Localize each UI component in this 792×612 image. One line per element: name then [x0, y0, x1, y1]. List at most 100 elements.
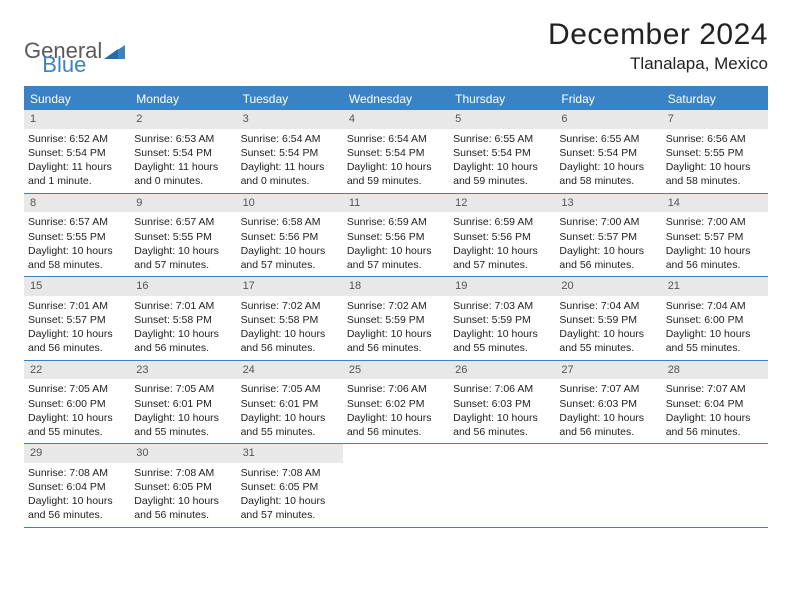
day-number: 24 [237, 361, 343, 380]
day-cell: 27Sunrise: 7:07 AMSunset: 6:03 PMDayligh… [555, 361, 661, 444]
daylight-line: Daylight: 10 hours and 57 minutes. [241, 494, 339, 522]
day-number: 4 [343, 110, 449, 129]
day-body: Sunrise: 7:08 AMSunset: 6:05 PMDaylight:… [130, 463, 236, 527]
daylight-line: Daylight: 10 hours and 56 minutes. [559, 244, 657, 272]
calendar: Sunday Monday Tuesday Wednesday Thursday… [24, 86, 768, 528]
day-number: 19 [449, 277, 555, 296]
sunset-line: Sunset: 6:05 PM [134, 480, 232, 494]
sunrise-line: Sunrise: 7:04 AM [559, 299, 657, 313]
day-body: Sunrise: 7:06 AMSunset: 6:02 PMDaylight:… [343, 379, 449, 443]
sunrise-line: Sunrise: 6:59 AM [453, 215, 551, 229]
sunrise-line: Sunrise: 7:05 AM [241, 382, 339, 396]
sunset-line: Sunset: 5:57 PM [559, 230, 657, 244]
sunset-line: Sunset: 5:56 PM [453, 230, 551, 244]
day-body: Sunrise: 7:05 AMSunset: 6:01 PMDaylight:… [130, 379, 236, 443]
day-number: 27 [555, 361, 661, 380]
sunrise-line: Sunrise: 7:07 AM [559, 382, 657, 396]
day-number: 17 [237, 277, 343, 296]
sunrise-line: Sunrise: 7:01 AM [134, 299, 232, 313]
sunrise-line: Sunrise: 7:05 AM [28, 382, 126, 396]
day-number: 12 [449, 194, 555, 213]
day-cell: 3Sunrise: 6:54 AMSunset: 5:54 PMDaylight… [237, 110, 343, 193]
daylight-line: Daylight: 11 hours and 0 minutes. [134, 160, 232, 188]
day-body: Sunrise: 6:52 AMSunset: 5:54 PMDaylight:… [24, 129, 130, 193]
day-number: 1 [24, 110, 130, 129]
day-cell: 11Sunrise: 6:59 AMSunset: 5:56 PMDayligh… [343, 194, 449, 277]
daylight-line: Daylight: 11 hours and 0 minutes. [241, 160, 339, 188]
day-body: Sunrise: 7:08 AMSunset: 6:05 PMDaylight:… [237, 463, 343, 527]
day-cell: 28Sunrise: 7:07 AMSunset: 6:04 PMDayligh… [662, 361, 768, 444]
sunset-line: Sunset: 5:56 PM [241, 230, 339, 244]
day-number: 20 [555, 277, 661, 296]
day-number: 10 [237, 194, 343, 213]
day-cell [662, 444, 768, 527]
daylight-line: Daylight: 10 hours and 56 minutes. [453, 411, 551, 439]
day-body: Sunrise: 7:07 AMSunset: 6:03 PMDaylight:… [555, 379, 661, 443]
sunset-line: Sunset: 5:59 PM [347, 313, 445, 327]
daylight-line: Daylight: 10 hours and 57 minutes. [453, 244, 551, 272]
day-cell: 10Sunrise: 6:58 AMSunset: 5:56 PMDayligh… [237, 194, 343, 277]
day-cell: 9Sunrise: 6:57 AMSunset: 5:55 PMDaylight… [130, 194, 236, 277]
header: General Blue December 2024 Tlanalapa, Me… [24, 18, 768, 78]
daylight-line: Daylight: 10 hours and 58 minutes. [559, 160, 657, 188]
day-cell: 6Sunrise: 6:55 AMSunset: 5:54 PMDaylight… [555, 110, 661, 193]
sunset-line: Sunset: 5:59 PM [559, 313, 657, 327]
sunset-line: Sunset: 5:54 PM [28, 146, 126, 160]
day-body: Sunrise: 7:02 AMSunset: 5:58 PMDaylight:… [237, 296, 343, 360]
sunrise-line: Sunrise: 6:59 AM [347, 215, 445, 229]
sunrise-line: Sunrise: 6:54 AM [241, 132, 339, 146]
day-number: 21 [662, 277, 768, 296]
daylight-line: Daylight: 10 hours and 56 minutes. [241, 327, 339, 355]
daylight-line: Daylight: 10 hours and 56 minutes. [347, 327, 445, 355]
weekday-header: Wednesday [343, 88, 449, 110]
day-body: Sunrise: 7:01 AMSunset: 5:57 PMDaylight:… [24, 296, 130, 360]
day-body: Sunrise: 6:59 AMSunset: 5:56 PMDaylight:… [343, 212, 449, 276]
daylight-line: Daylight: 10 hours and 55 minutes. [241, 411, 339, 439]
day-cell [343, 444, 449, 527]
day-body: Sunrise: 6:58 AMSunset: 5:56 PMDaylight:… [237, 212, 343, 276]
daylight-line: Daylight: 10 hours and 59 minutes. [453, 160, 551, 188]
day-cell: 8Sunrise: 6:57 AMSunset: 5:55 PMDaylight… [24, 194, 130, 277]
daylight-line: Daylight: 10 hours and 56 minutes. [28, 494, 126, 522]
day-cell: 2Sunrise: 6:53 AMSunset: 5:54 PMDaylight… [130, 110, 236, 193]
daylight-line: Daylight: 10 hours and 56 minutes. [28, 327, 126, 355]
sunrise-line: Sunrise: 6:55 AM [559, 132, 657, 146]
day-cell [449, 444, 555, 527]
weekday-header: Tuesday [237, 88, 343, 110]
daylight-line: Daylight: 10 hours and 57 minutes. [134, 244, 232, 272]
weeks-container: 1Sunrise: 6:52 AMSunset: 5:54 PMDaylight… [24, 110, 768, 528]
sunrise-line: Sunrise: 7:02 AM [241, 299, 339, 313]
sunset-line: Sunset: 5:54 PM [347, 146, 445, 160]
day-number: 23 [130, 361, 236, 380]
day-cell: 19Sunrise: 7:03 AMSunset: 5:59 PMDayligh… [449, 277, 555, 360]
daylight-line: Daylight: 10 hours and 57 minutes. [347, 244, 445, 272]
sunset-line: Sunset: 5:55 PM [666, 146, 764, 160]
day-number: 3 [237, 110, 343, 129]
day-cell: 31Sunrise: 7:08 AMSunset: 6:05 PMDayligh… [237, 444, 343, 527]
day-cell: 25Sunrise: 7:06 AMSunset: 6:02 PMDayligh… [343, 361, 449, 444]
day-body: Sunrise: 7:08 AMSunset: 6:04 PMDaylight:… [24, 463, 130, 527]
sunset-line: Sunset: 6:01 PM [134, 397, 232, 411]
sunset-line: Sunset: 6:02 PM [347, 397, 445, 411]
day-number: 5 [449, 110, 555, 129]
day-cell: 26Sunrise: 7:06 AMSunset: 6:03 PMDayligh… [449, 361, 555, 444]
daylight-line: Daylight: 10 hours and 56 minutes. [134, 494, 232, 522]
day-body: Sunrise: 6:55 AMSunset: 5:54 PMDaylight:… [555, 129, 661, 193]
day-cell: 14Sunrise: 7:00 AMSunset: 5:57 PMDayligh… [662, 194, 768, 277]
sunset-line: Sunset: 5:55 PM [28, 230, 126, 244]
day-body: Sunrise: 6:56 AMSunset: 5:55 PMDaylight:… [662, 129, 768, 193]
weekday-header: Thursday [449, 88, 555, 110]
sunset-line: Sunset: 5:58 PM [241, 313, 339, 327]
day-number: 8 [24, 194, 130, 213]
sunrise-line: Sunrise: 6:52 AM [28, 132, 126, 146]
weekday-header: Friday [555, 88, 661, 110]
day-body: Sunrise: 7:00 AMSunset: 5:57 PMDaylight:… [555, 212, 661, 276]
daylight-line: Daylight: 10 hours and 55 minutes. [666, 327, 764, 355]
sunset-line: Sunset: 6:04 PM [666, 397, 764, 411]
daylight-line: Daylight: 10 hours and 56 minutes. [666, 244, 764, 272]
daylight-line: Daylight: 11 hours and 1 minute. [28, 160, 126, 188]
sunrise-line: Sunrise: 6:53 AM [134, 132, 232, 146]
sunrise-line: Sunrise: 6:54 AM [347, 132, 445, 146]
day-cell: 1Sunrise: 6:52 AMSunset: 5:54 PMDaylight… [24, 110, 130, 193]
day-number: 9 [130, 194, 236, 213]
